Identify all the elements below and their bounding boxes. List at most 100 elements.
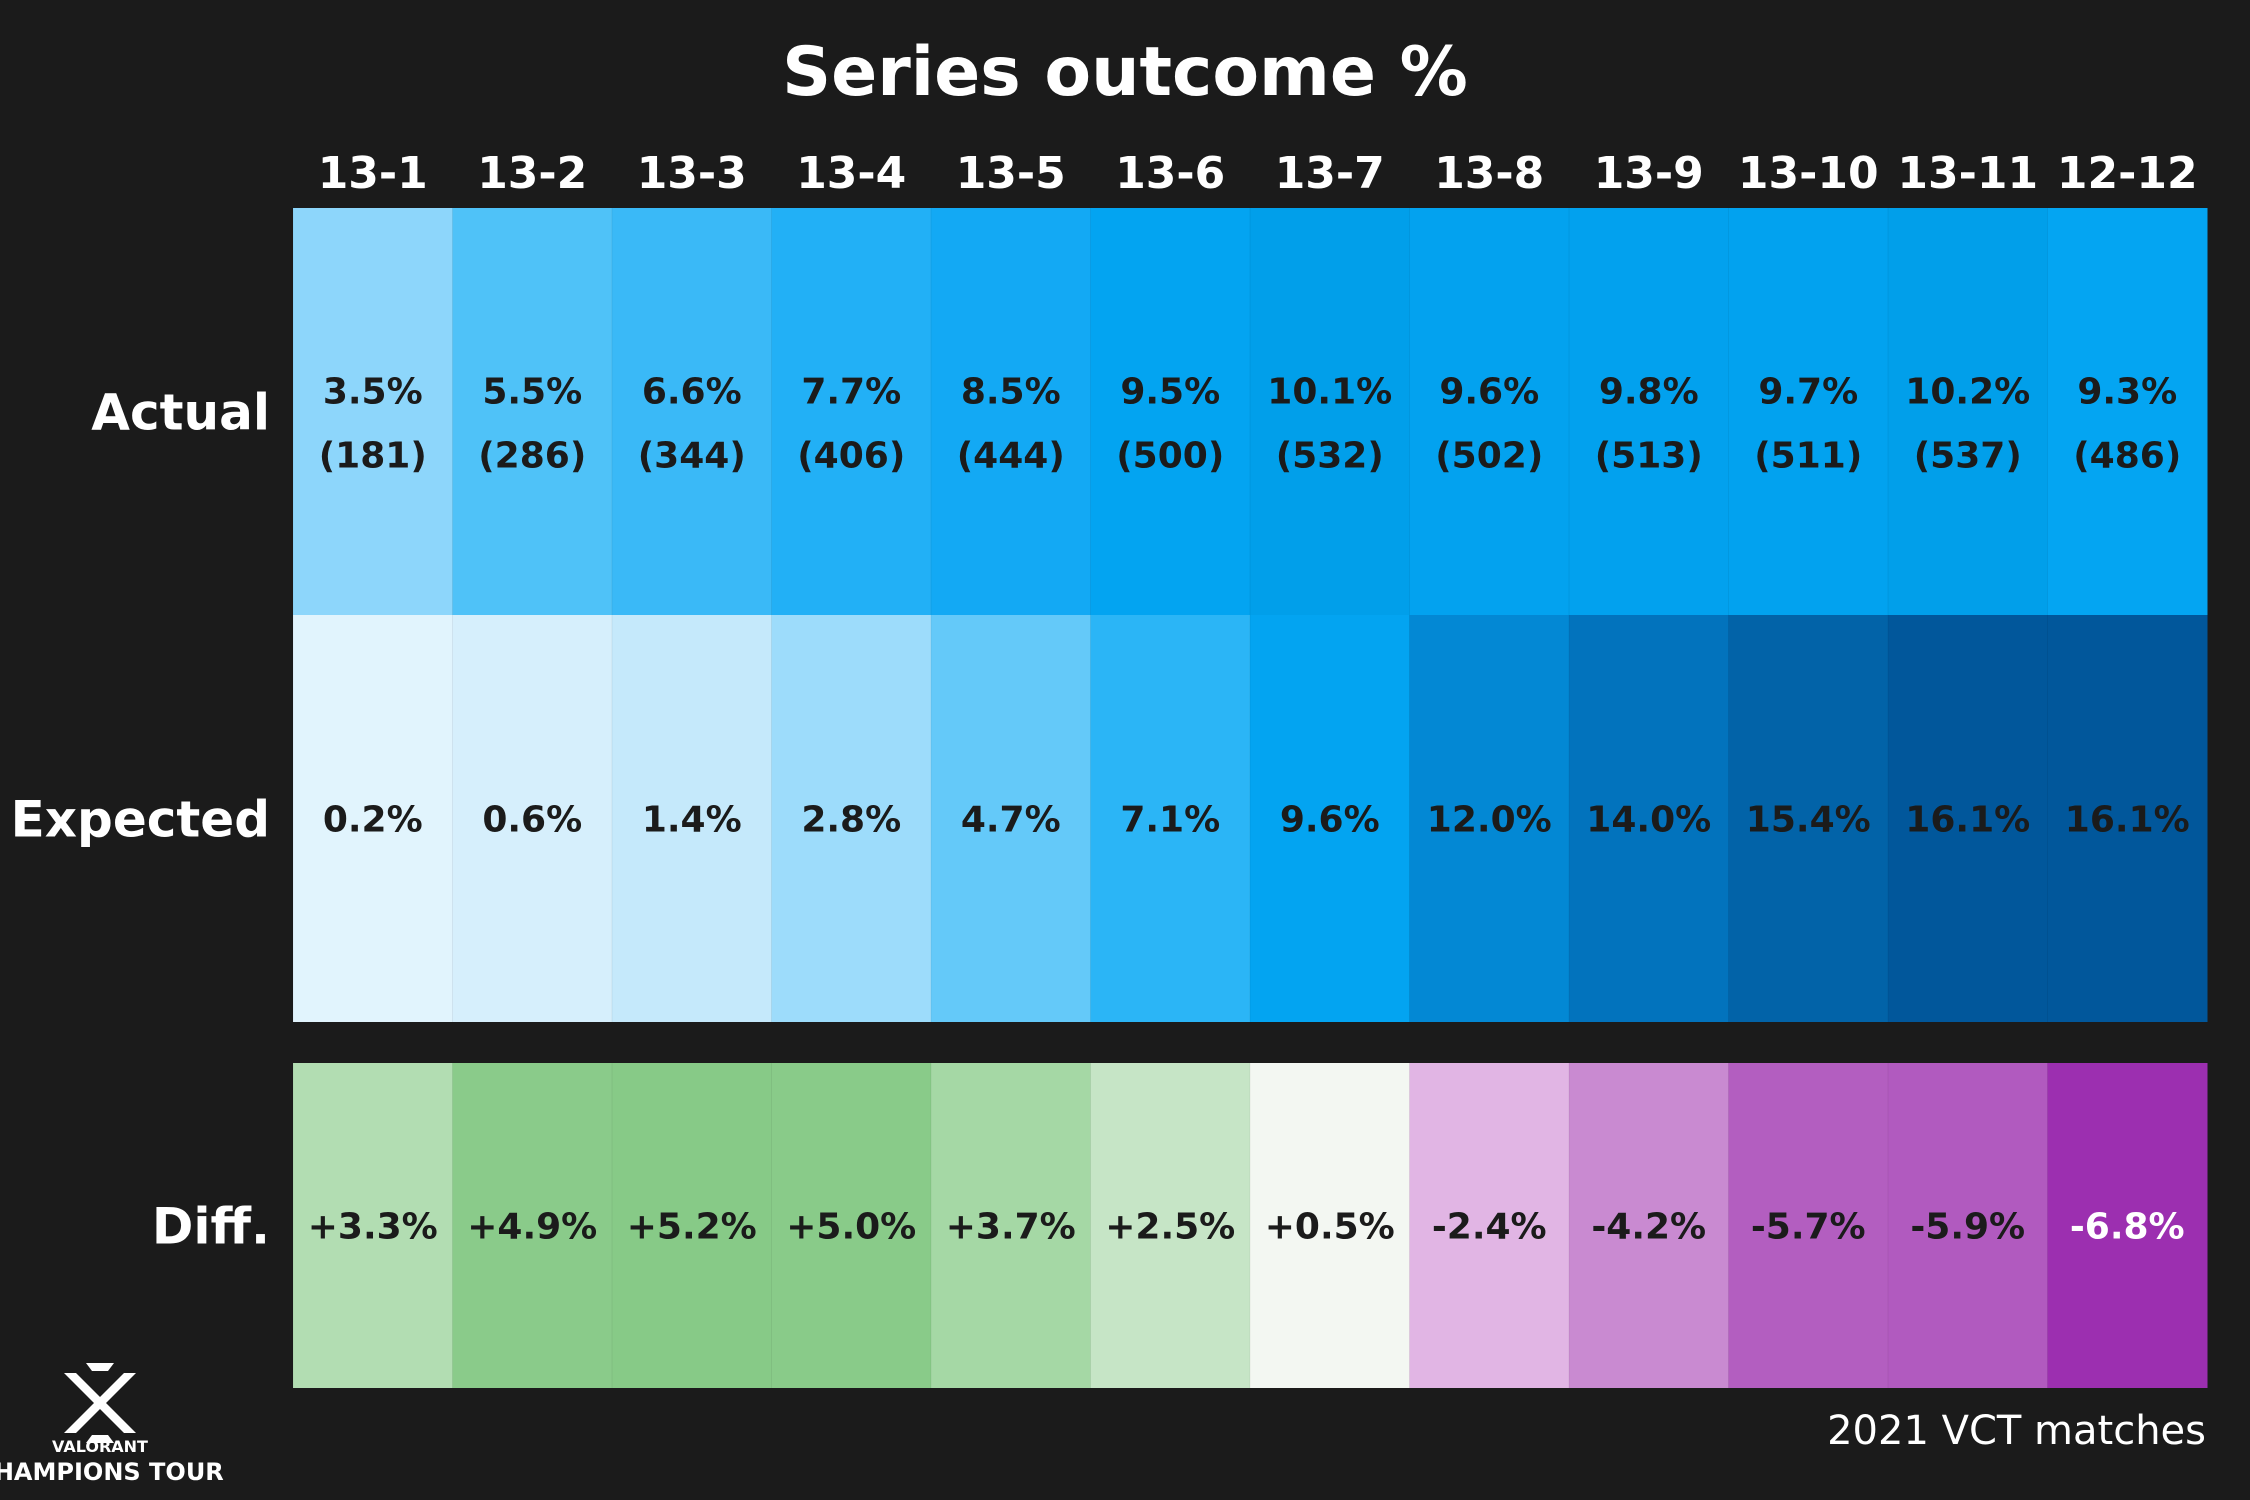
heatmap-cell	[452, 615, 613, 1022]
cell-value-label: +5.0%	[786, 1207, 916, 1248]
column-label: 13-5	[956, 148, 1066, 199]
column-label: 13-11	[1897, 148, 2038, 199]
column-label: 13-4	[796, 148, 906, 199]
heatmap-cell	[612, 1063, 772, 1388]
heatmap-cell	[931, 1063, 1091, 1388]
cell-count-label: (181)	[319, 436, 427, 477]
heatmap-cell	[2047, 615, 2208, 1022]
row-label: Diff.	[152, 1198, 270, 1256]
logo-brand-text: VALORANT	[52, 1437, 148, 1456]
heatmap-cell	[2047, 1063, 2208, 1388]
column-labels: 13-1 13-2 13-3 13-4 13-5 13-6 13-7 13-8 13-9 13-1…	[318, 148, 2198, 199]
heatmap-cell	[1409, 208, 1570, 615]
heatmap-cell	[1888, 615, 2048, 1022]
heatmap-cell	[452, 208, 613, 615]
source-note: 2021 VCT matches	[1827, 1408, 2206, 1454]
cell-value-label: 5.5%	[482, 372, 582, 413]
heatmap-cell	[1569, 615, 1729, 1022]
cell-value-label: -6.8%	[2070, 1207, 2185, 1248]
heatmap-cell	[1569, 1063, 1729, 1388]
cell-value-label: +0.5%	[1265, 1207, 1395, 1248]
cell-count-label: (500)	[1116, 436, 1224, 477]
cell-count-label: (344)	[638, 436, 746, 477]
cell-value-label: +5.2%	[627, 1207, 757, 1248]
vct-logo: VALORANT CHAMPIONS TOUR	[0, 1363, 224, 1486]
cell-value-label: 9.8%	[1599, 372, 1699, 413]
cell-count-label: (532)	[1276, 436, 1384, 477]
cell-value-label: 7.7%	[801, 372, 901, 413]
heatmap-cell	[1888, 1063, 2048, 1388]
cell-value-label: 16.1%	[2065, 800, 2190, 841]
cell-value-label: 1.4%	[642, 800, 742, 841]
cell-value-label: 4.7%	[961, 800, 1061, 841]
heatmap-cell	[1250, 615, 1410, 1022]
heatmap-cell	[612, 615, 772, 1022]
cell-value-label: -2.4%	[1432, 1207, 1547, 1248]
heatmap-cell	[1728, 615, 1889, 1022]
cell-value-label: 12.0%	[1427, 800, 1552, 841]
cell-value-label: 10.1%	[1267, 372, 1392, 413]
heatmap-cell	[1090, 208, 1251, 615]
heatmap-cell	[612, 208, 772, 615]
heatmap-cell	[293, 615, 453, 1022]
column-label: 13-9	[1594, 148, 1704, 199]
heatmap-cell	[1250, 208, 1410, 615]
cell-value-label: 6.6%	[642, 372, 742, 413]
cell-count-label: (406)	[797, 436, 905, 477]
heatmap-cells: 3.5% (181) 5.5% (286) 6.6% (344) 7.7% (406) 8.5%…	[292, 208, 2208, 1388]
cell-count-label: (511)	[1754, 436, 1862, 477]
cell-count-label: (486)	[2073, 436, 2181, 477]
cell-value-label: 7.1%	[1120, 800, 1220, 841]
cell-value-label: -5.9%	[1910, 1207, 2025, 1248]
cell-value-label: 9.5%	[1120, 372, 1220, 413]
heatmap-cell	[1090, 615, 1251, 1022]
heatmap-cell	[2047, 208, 2208, 615]
cell-value-label: 0.2%	[323, 800, 423, 841]
cell-value-label: +4.9%	[467, 1207, 597, 1248]
heatmap-cell	[771, 1063, 932, 1388]
cell-value-label: 3.5%	[323, 372, 423, 413]
cell-value-label: -5.7%	[1751, 1207, 1866, 1248]
heatmap-cell	[1409, 1063, 1570, 1388]
column-label: 13-6	[1115, 148, 1225, 199]
heatmap-cell	[931, 615, 1091, 1022]
row-label: Expected	[11, 791, 270, 849]
cell-value-label: 14.0%	[1586, 800, 1711, 841]
heatmap-cell	[771, 615, 932, 1022]
cell-value-label: 9.6%	[1280, 800, 1380, 841]
heatmap-cell	[771, 208, 932, 615]
cell-count-label: (286)	[478, 436, 586, 477]
heatmap-row-actual: 3.5% (181) 5.5% (286) 6.6% (344) 7.7% (406) 8.5%…	[292, 208, 2208, 615]
cell-value-label: 0.6%	[482, 800, 582, 841]
cell-value-label: 9.7%	[1758, 372, 1858, 413]
vct-logo-icon	[64, 1363, 136, 1443]
column-label: 13-2	[477, 148, 587, 199]
cell-value-label: 10.2%	[1905, 372, 2030, 413]
cell-value-label: 15.4%	[1746, 800, 1871, 841]
cell-value-label: 9.6%	[1439, 372, 1539, 413]
column-label: 13-8	[1434, 148, 1544, 199]
heatmap-cell	[293, 208, 453, 615]
cell-value-label: -4.2%	[1591, 1207, 1706, 1248]
column-label: 13-7	[1275, 148, 1385, 199]
heatmap-cell	[1728, 1063, 1889, 1388]
heatmap-cell	[1569, 208, 1729, 615]
logo-name-text: CHAMPIONS TOUR	[0, 1458, 224, 1486]
row-labels: Actual Expected Diff.	[11, 384, 270, 1256]
cell-count-label: (502)	[1435, 436, 1543, 477]
column-label: 13-10	[1738, 148, 1879, 199]
heatmap-row-expected: 0.2% 0.6% 1.4% 2.8% 4.7% 7.1% 9.6% 12.0% 14.0% 15…	[292, 615, 2208, 1022]
column-label: 13-3	[637, 148, 747, 199]
cell-value-label: +3.7%	[946, 1207, 1076, 1248]
cell-value-label: 16.1%	[1905, 800, 2030, 841]
cell-value-label: 8.5%	[961, 372, 1061, 413]
heatmap-cell	[1409, 615, 1570, 1022]
heatmap-row-diff: +3.3% +4.9% +5.2% +5.0% +3.7% +2.5% +0.5% -2.4%…	[292, 1063, 2208, 1388]
heatmap-cell	[1728, 208, 1889, 615]
cell-count-label: (537)	[1914, 436, 2022, 477]
chart-title: Series outcome %	[782, 33, 1468, 112]
heatmap-cell	[931, 208, 1091, 615]
heatmap-cell	[1250, 1063, 1410, 1388]
